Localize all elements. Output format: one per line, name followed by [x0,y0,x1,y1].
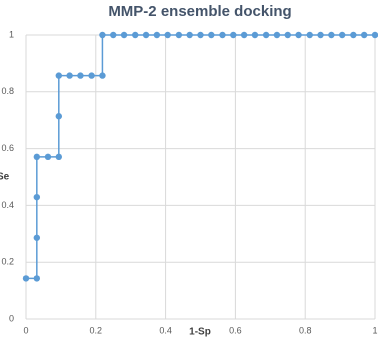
data-point [44,153,52,161]
data-point [33,275,41,282]
data-point [88,72,95,79]
data-point [77,72,84,79]
data-point [360,31,368,39]
data-point [22,275,30,282]
data-point [55,153,63,161]
data-point [33,193,41,201]
data-point [153,31,161,39]
data-point [371,31,378,39]
data-point [55,113,63,120]
data-point [66,72,73,79]
data-point [273,31,281,39]
data-point [55,72,63,79]
series-line [26,34,375,280]
x-axis-label: 1-Sp [189,327,211,338]
data-point [251,31,259,39]
data-point [306,31,313,39]
data-point [175,31,183,39]
y-tick-label: 0.8 [1,86,14,96]
data-point [328,31,335,39]
y-tick-label: 1 [9,29,14,39]
x-tick-label: 0.2 [90,325,103,335]
data-point [33,234,41,241]
data-point [295,31,302,39]
data-point [99,72,106,79]
data-point [262,31,270,39]
data-point [208,31,215,39]
data-point [230,31,237,39]
y-tick-label: 0.6 [1,143,14,153]
x-tick-label: 0.4 [159,325,172,335]
x-tick-label: 1 [372,325,377,335]
y-tick-label: 0 [9,313,14,323]
data-point [186,31,193,39]
x-tick-label: 0.6 [229,325,242,335]
data-point [132,31,139,39]
data-point [350,31,357,39]
data-point [240,31,248,39]
data-point [317,31,324,39]
y-axis-label: Se [0,172,10,183]
data-point [197,31,204,39]
data-point [338,31,346,39]
x-tick-label: 0.8 [299,325,312,335]
data-point [99,31,106,39]
x-tick-label: 0 [23,325,28,335]
data-point [142,31,150,39]
chart-title: MMP-2 ensemble docking [108,3,291,20]
data-point [120,31,128,39]
data-point [164,31,171,39]
y-tick-label: 0.2 [1,257,14,267]
data-point [219,31,226,39]
data-point [284,31,291,39]
y-tick-label: 0.4 [1,200,14,210]
data-point [110,31,117,39]
data-point [33,153,41,161]
